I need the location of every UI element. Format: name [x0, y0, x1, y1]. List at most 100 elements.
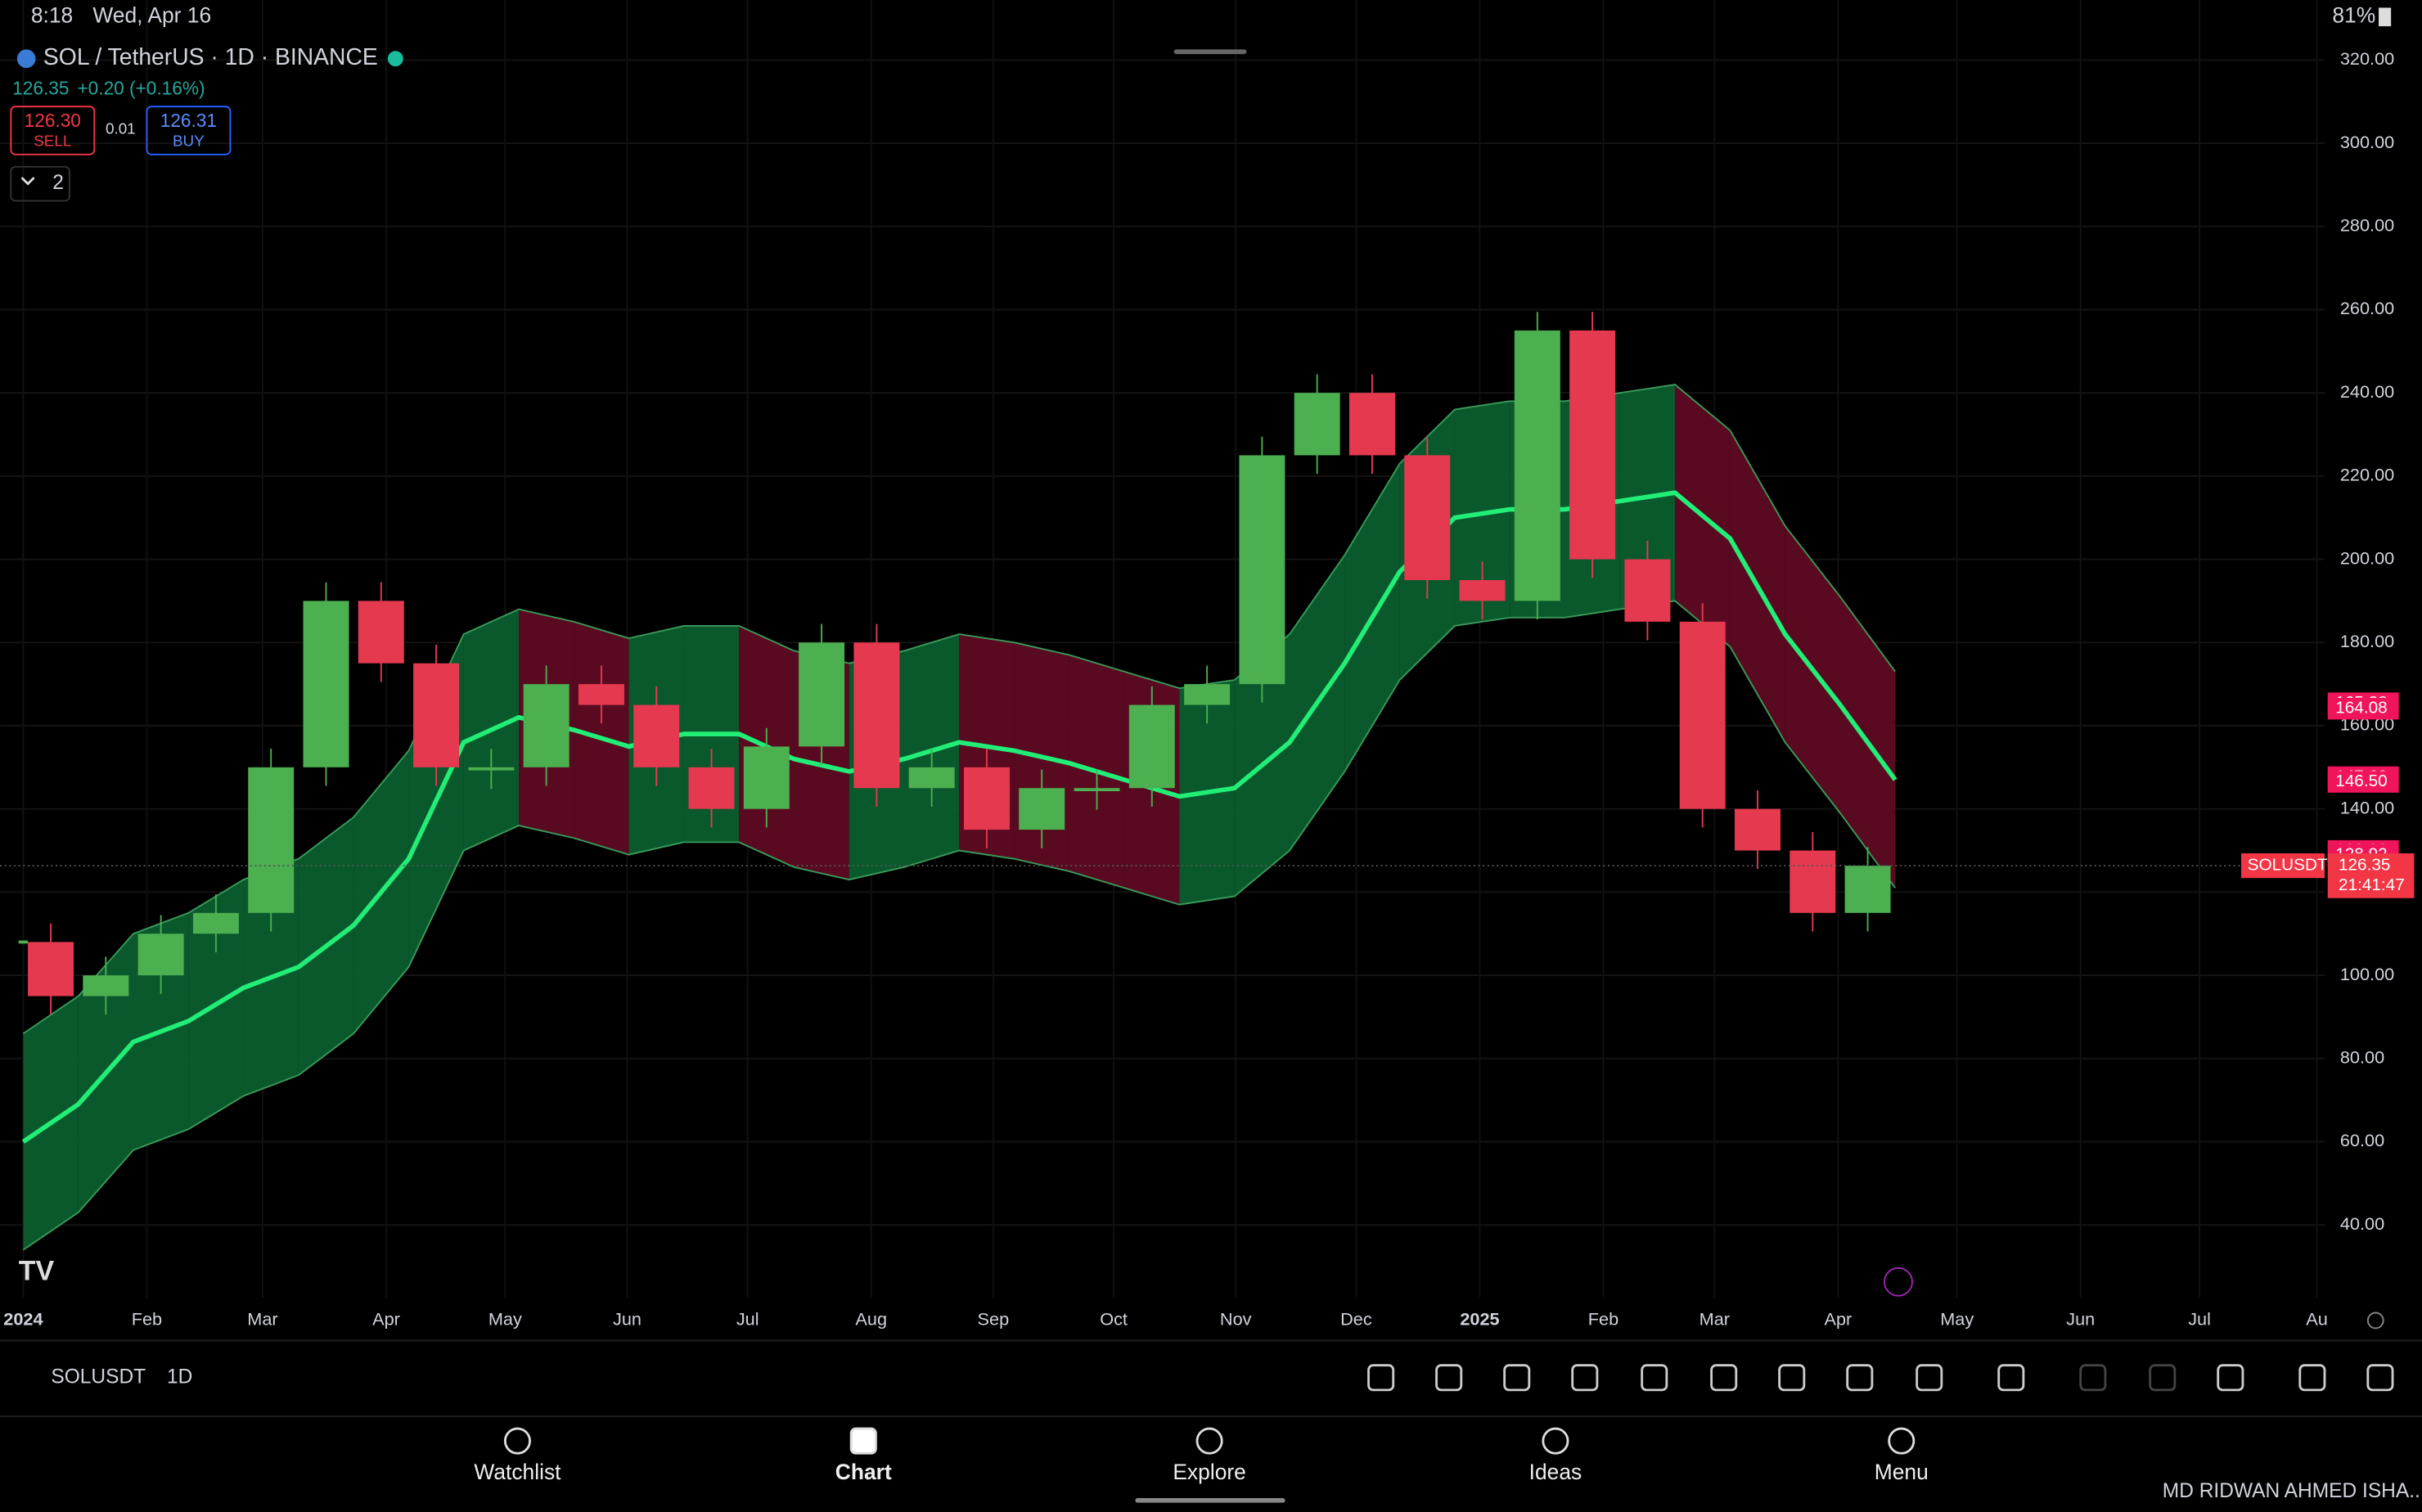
- candle: [18, 940, 29, 944]
- toolbar-symbol[interactable]: SOLUSDT: [51, 1366, 146, 1388]
- y-tick-label: 100.00: [2340, 964, 2394, 984]
- tool-icon[interactable]: [2149, 1364, 2177, 1392]
- spread: 0.01: [106, 120, 136, 137]
- sell-label[interactable]: SELL: [34, 133, 71, 150]
- x-tick-label: Feb: [1588, 1309, 1618, 1330]
- tab-icon[interactable]: [1195, 1427, 1223, 1455]
- y-tick-label: 200.00: [2340, 547, 2394, 568]
- tool-icon[interactable]: [1846, 1364, 1874, 1392]
- symbol-tag: [2241, 853, 2325, 879]
- sell-button[interactable]: [10, 106, 96, 155]
- y-tick-label: 220.00: [2340, 465, 2394, 485]
- candle: [578, 684, 624, 705]
- tool-icon[interactable]: [2298, 1364, 2326, 1392]
- tool-icon[interactable]: [1503, 1364, 1531, 1392]
- tool-icon[interactable]: [2217, 1364, 2244, 1392]
- candle: [1514, 330, 1560, 601]
- tab-label[interactable]: Watchlist: [474, 1460, 561, 1484]
- price-tag-label: 146.50: [2335, 772, 2387, 790]
- tool-icon[interactable]: [1778, 1364, 1806, 1392]
- price-tag: [2327, 771, 2399, 793]
- x-tick-label: Dec: [1340, 1309, 1372, 1330]
- candle: [1294, 393, 1340, 456]
- tab-icon[interactable]: [503, 1427, 531, 1455]
- x-tick-label: Mar: [1699, 1309, 1730, 1330]
- x-tick-label: Mar: [247, 1309, 277, 1330]
- last-price-label: 126.35: [2339, 856, 2390, 875]
- tab-icon[interactable]: [849, 1427, 877, 1455]
- indicator-count[interactable]: 2: [52, 172, 64, 194]
- candle: [1128, 704, 1175, 789]
- tab-label[interactable]: Chart: [835, 1460, 892, 1484]
- buy-button[interactable]: [146, 106, 232, 155]
- tool-icon[interactable]: [1710, 1364, 1738, 1392]
- account-name[interactable]: MD RIDWAN AHMED ISHA...: [2163, 1480, 2422, 1502]
- sell-price[interactable]: 126.30: [25, 110, 81, 131]
- indicators-toggle[interactable]: [10, 165, 70, 202]
- logo: TV: [19, 1255, 55, 1286]
- tab-label[interactable]: Explore: [1173, 1460, 1246, 1484]
- candle: [908, 767, 955, 789]
- symbol-title[interactable]: SOL / TetherUS · 1D · BINANCE: [43, 43, 378, 70]
- tab-label[interactable]: Menu: [1875, 1460, 1929, 1484]
- tab-icon[interactable]: [1542, 1427, 1569, 1455]
- y-tick-label: 300.00: [2340, 132, 2394, 152]
- tool-icon[interactable]: [1435, 1364, 1463, 1392]
- buy-label[interactable]: BUY: [173, 133, 205, 150]
- status-battery: 81%: [2332, 3, 2375, 28]
- candle: [963, 767, 1010, 830]
- y-tick-label: 260.00: [2340, 298, 2394, 318]
- candle: [137, 934, 184, 976]
- x-tick-label: May: [488, 1309, 522, 1330]
- battery-icon: [2379, 7, 2392, 27]
- candle: [413, 663, 460, 767]
- candle: [1844, 866, 1891, 913]
- countdown: 21:41:47: [2339, 875, 2405, 894]
- tool-icon[interactable]: [2366, 1364, 2394, 1392]
- y-tick-label: 180.00: [2340, 631, 2394, 651]
- candle: [1404, 455, 1451, 581]
- y-tick-label: 320.00: [2340, 48, 2394, 69]
- candle: [358, 601, 404, 664]
- tool-icon[interactable]: [1997, 1364, 2025, 1392]
- tab-label[interactable]: Ideas: [1529, 1460, 1582, 1484]
- candle: [1019, 788, 1065, 830]
- candle: [192, 912, 239, 934]
- band-edge: [22, 600, 1896, 1251]
- x-tick-label: Jul: [2188, 1309, 2211, 1330]
- candle: [1789, 850, 1836, 913]
- candle: [1348, 393, 1395, 456]
- x-tick-label: Jul: [736, 1309, 759, 1330]
- tab-icon[interactable]: [1888, 1427, 1916, 1455]
- settings-icon[interactable]: [2366, 1312, 2384, 1330]
- candle: [1184, 684, 1231, 705]
- toolbar-icons: [1367, 1364, 2394, 1392]
- bolt-icon[interactable]: [1884, 1267, 1913, 1297]
- candle: [1239, 455, 1285, 685]
- candle: [1679, 621, 1726, 809]
- status-time: 8:18: [31, 3, 73, 28]
- candle: [468, 767, 515, 771]
- x-tick-label: Apr: [372, 1309, 400, 1330]
- y-tick-label: 40.00: [2340, 1213, 2384, 1234]
- y-tick-label: 140.00: [2340, 797, 2394, 817]
- x-tick-label: Nov: [1220, 1309, 1252, 1330]
- candle: [303, 601, 349, 767]
- buy-price[interactable]: 126.31: [160, 110, 217, 131]
- candle: [1459, 580, 1506, 601]
- symbol-icon: [16, 49, 36, 69]
- x-tick-label: Oct: [1100, 1309, 1128, 1330]
- home-indicator: [1135, 1498, 1285, 1503]
- x-tick-label: 2024: [3, 1309, 43, 1330]
- candle: [633, 704, 680, 767]
- tab-bar: Watchlist Chart Explore Ideas Menu: [474, 1427, 1929, 1484]
- tool-icon[interactable]: [2079, 1364, 2107, 1392]
- x-tick-label: May: [1940, 1309, 1974, 1330]
- toolbar-interval[interactable]: 1D: [167, 1366, 192, 1388]
- tool-icon[interactable]: [1641, 1364, 1668, 1392]
- tool-icon[interactable]: [1916, 1364, 1943, 1392]
- y-tick-label: 240.00: [2340, 381, 2394, 402]
- tool-icon[interactable]: [1367, 1364, 1395, 1392]
- candle: [248, 767, 295, 913]
- tool-icon[interactable]: [1571, 1364, 1599, 1392]
